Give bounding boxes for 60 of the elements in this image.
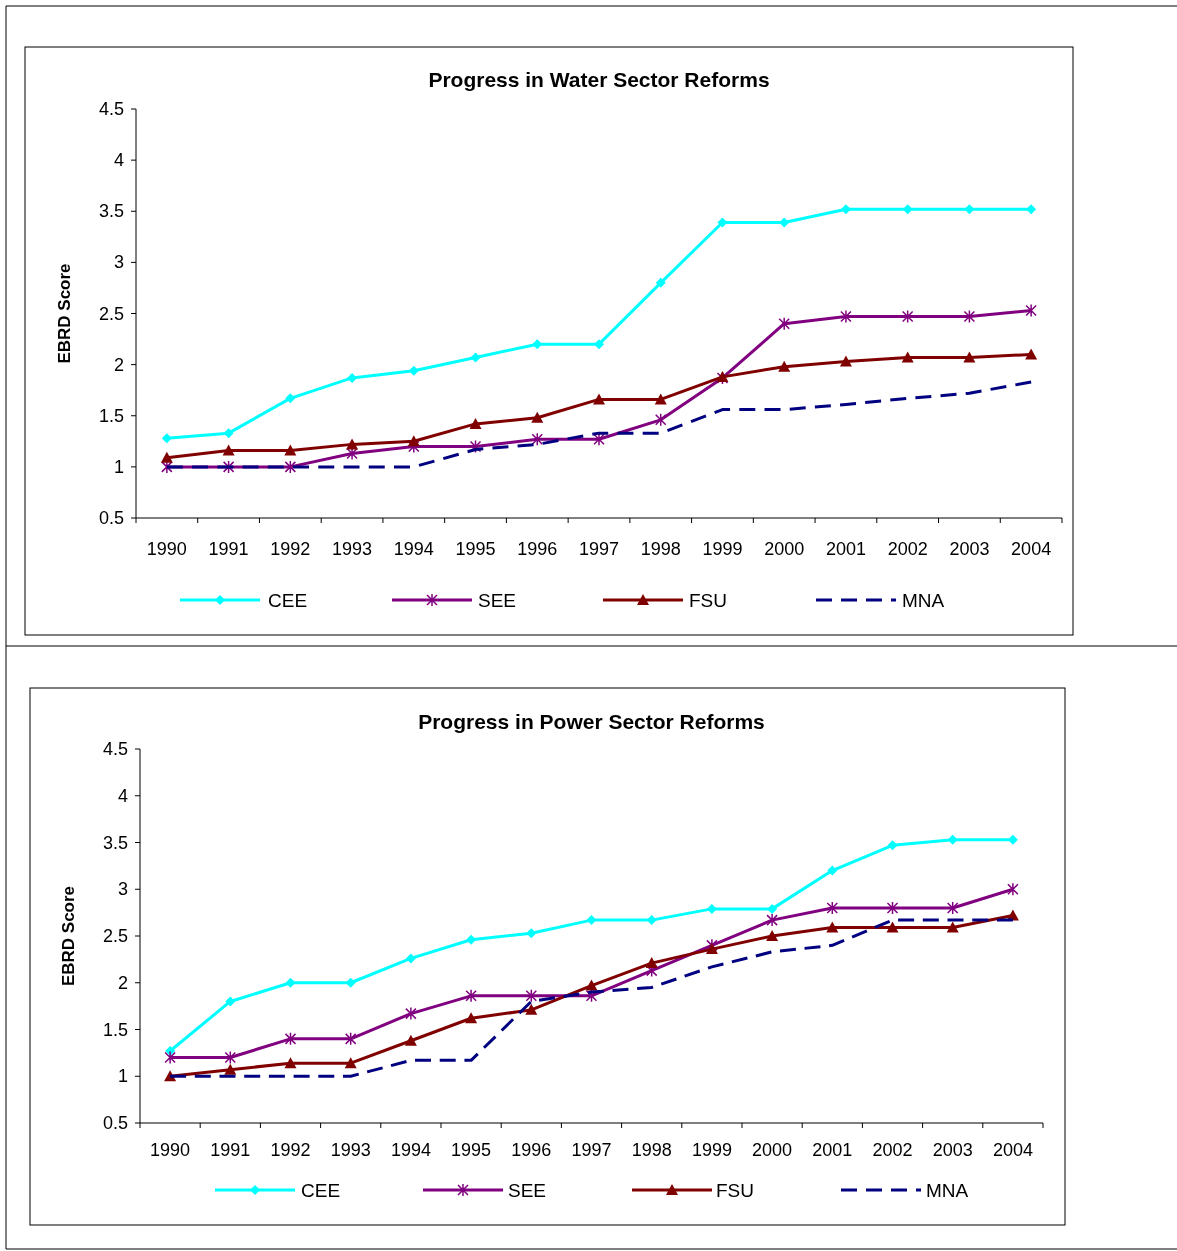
y-tick-label: 2 [113, 354, 124, 375]
legend-label: CEE [301, 1180, 341, 1201]
legend-label: MNA [926, 1180, 969, 1201]
x-tick-label: 1992 [270, 539, 311, 559]
y-tick-label: 3 [117, 879, 128, 900]
y-axis-title: EBRD Score [55, 263, 74, 364]
x-tick-label: 1990 [146, 539, 187, 559]
y-tick-label: 0.5 [98, 508, 124, 528]
x-tick-label: 2002 [887, 539, 928, 559]
x-tick-label: 1993 [332, 539, 373, 559]
y-tick-label: 2 [117, 972, 128, 993]
x-tick-label: 2003 [949, 539, 990, 559]
x-tick-label: 1994 [393, 539, 434, 559]
y-tick-label: 3.5 [98, 201, 124, 222]
y-tick-label: 2.5 [102, 926, 128, 946]
x-tick-label: 1993 [330, 1140, 371, 1160]
x-tick-label: 1997 [578, 539, 620, 559]
x-tick-label: 1995 [455, 539, 496, 559]
x-tick-label: 2001 [812, 1140, 853, 1160]
legend-label: SEE [508, 1180, 547, 1201]
legend-label: FSU [716, 1180, 754, 1201]
chart-title: Progress in Water Sector Reforms [428, 68, 770, 91]
y-tick-label: 0.5 [102, 1113, 128, 1133]
x-tick-label: 2000 [752, 1140, 793, 1160]
x-tick-label: 1991 [210, 1140, 251, 1160]
y-tick-label: 4 [117, 785, 128, 806]
y-tick-label: 4 [113, 150, 124, 171]
x-tick-label: 1994 [390, 1140, 431, 1160]
x-tick-label: 1999 [691, 1140, 732, 1160]
y-tick-label: 2.5 [98, 303, 124, 324]
y-axis-title: EBRD Score [59, 885, 78, 987]
x-tick-label: 1996 [511, 1140, 552, 1160]
legend-label: SEE [478, 590, 517, 611]
x-tick-label: 2004 [1011, 539, 1052, 559]
x-tick-label: 1998 [631, 1140, 672, 1160]
chart-title: Progress in Power Sector Reforms [418, 710, 765, 733]
x-tick-label: 1996 [517, 539, 558, 559]
x-tick-label: 1992 [270, 1140, 311, 1160]
x-tick-label: 1991 [208, 539, 249, 559]
y-tick-label: 4.5 [98, 99, 124, 119]
y-tick-label: 3 [113, 252, 124, 273]
legend-label: FSU [689, 590, 727, 611]
y-tick-label: 1.5 [102, 1019, 128, 1040]
x-tick-label: 1997 [571, 1140, 612, 1160]
y-tick-label: 4.5 [102, 739, 128, 759]
x-tick-label: 1990 [150, 1140, 191, 1160]
legend-label: MNA [902, 590, 945, 611]
x-tick-label: 2001 [825, 539, 866, 559]
x-tick-label: 1999 [702, 539, 743, 559]
y-tick-label: 3.5 [102, 832, 128, 853]
x-tick-label: 1998 [640, 539, 681, 559]
x-tick-label: 2000 [764, 539, 805, 559]
y-tick-label: 1 [113, 456, 124, 477]
y-tick-label: 1 [117, 1066, 128, 1087]
x-tick-label: 2004 [992, 1140, 1033, 1160]
x-tick-label: 2003 [932, 1140, 973, 1160]
y-tick-label: 1.5 [98, 405, 124, 426]
legend-label: CEE [268, 590, 308, 611]
x-tick-label: 1995 [451, 1140, 492, 1160]
x-tick-label: 2002 [872, 1140, 913, 1160]
